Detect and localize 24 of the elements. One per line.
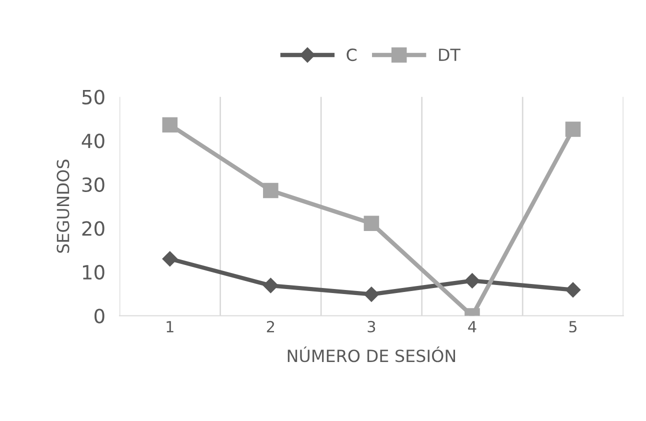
y-tick-label: 50	[82, 90, 104, 104]
y-tick-label: 0	[94, 308, 104, 324]
y-axis-title: SEGUNDOS	[56, 160, 70, 253]
point	[364, 216, 380, 232]
x-tick-label: 4	[468, 321, 476, 332]
legend-label: C	[346, 48, 357, 62]
point	[565, 282, 581, 298]
point	[162, 117, 178, 132]
point	[263, 278, 278, 294]
point	[364, 286, 380, 302]
y-tick-label: 20	[82, 221, 104, 236]
x-tick-label: 1	[166, 321, 174, 332]
y-tick-label: 40	[82, 134, 104, 148]
x-tick-label: 2	[266, 320, 274, 332]
legend-label: DT	[439, 48, 460, 61]
point	[565, 122, 581, 137]
y-tick-label: 10	[83, 264, 104, 280]
point	[263, 182, 278, 198]
x-axis-title: NÚMERO DE SESIÓN	[288, 346, 456, 362]
y-tick-label: 30	[82, 177, 104, 192]
x-tick-label: 5	[569, 321, 577, 332]
x-tick-label: 3	[368, 320, 376, 332]
point	[464, 273, 480, 288]
point	[162, 251, 178, 266]
